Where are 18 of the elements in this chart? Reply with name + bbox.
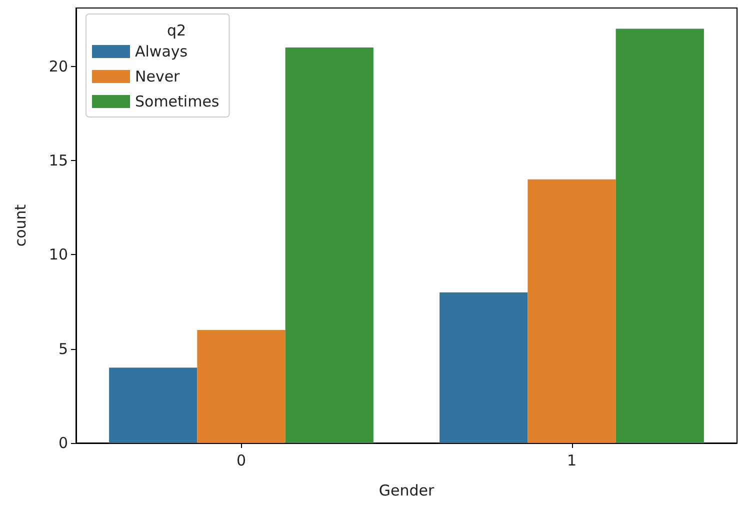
y-tick-label: 5 [58,340,68,358]
y-tick-label: 0 [58,434,68,452]
legend-title: q2 [167,22,186,40]
legend-label: Sometimes [135,92,220,110]
y-tick-label: 20 [48,57,68,76]
bar [440,292,528,443]
bar [285,48,374,443]
y-axis-title: count [12,204,30,247]
legend-label: Never [135,68,181,86]
y-tick-label: 15 [48,152,68,170]
legend-label: Always [135,42,188,60]
bar [616,28,704,443]
bar [109,368,198,443]
y-tick-label: 10 [48,246,68,264]
bar [528,179,616,443]
bar [197,330,286,443]
x-tick-label: 1 [566,452,577,470]
x-axis-title: Gender [378,482,435,500]
